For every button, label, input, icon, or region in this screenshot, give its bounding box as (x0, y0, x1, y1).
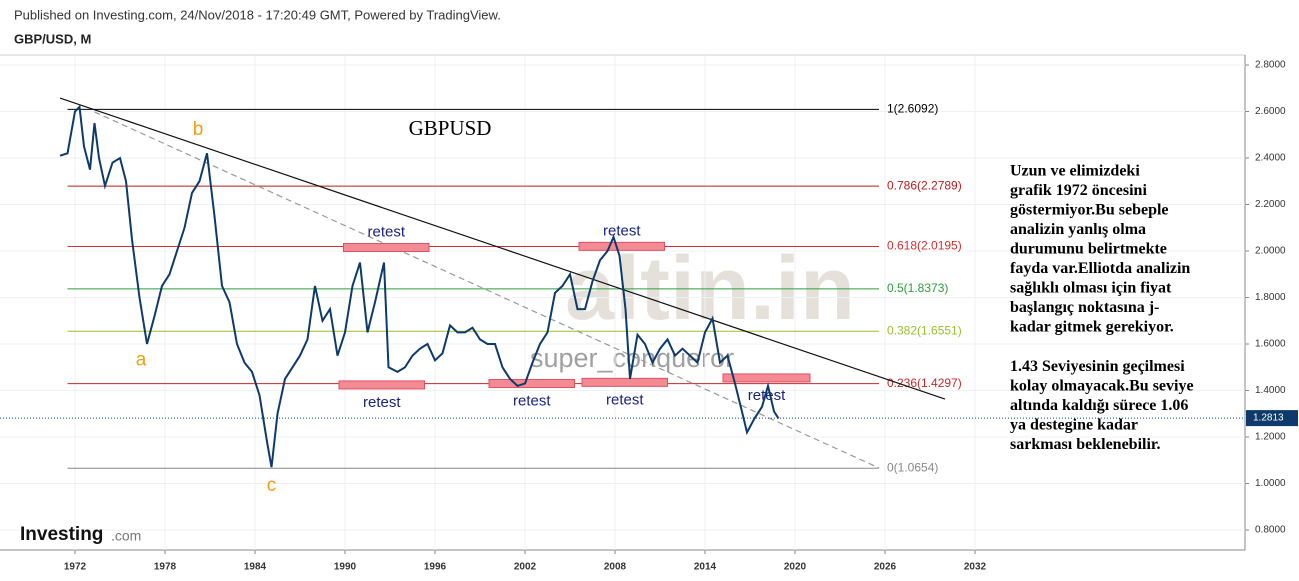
comment-line: fayda var.Elliotda analizin (1010, 260, 1190, 277)
x-tick-label: 1978 (154, 562, 177, 573)
chart-title: GBPUSD (409, 116, 492, 140)
retest-box (722, 373, 811, 383)
x-tick-label: 1990 (334, 562, 357, 573)
x-tick-label: 2020 (784, 562, 807, 573)
y-tick-label: 2.2000 (1255, 199, 1286, 210)
y-tick-label: 1.6000 (1255, 339, 1286, 350)
fib-label: 0.786(2.2789) (887, 178, 962, 192)
retest-label: retest (748, 387, 786, 404)
y-tick-label: 1.0000 (1255, 478, 1286, 489)
fib-label: 0.618(2.0195) (887, 239, 962, 253)
last-price-box (1246, 410, 1298, 427)
comment-line: başlangıç noktasına j- (1010, 299, 1159, 316)
retest-label: retest (367, 223, 405, 240)
fib-label: 1(2.6092) (887, 102, 938, 116)
retest-box (578, 241, 665, 251)
comment-line: durumunu belirtmekte (1010, 241, 1167, 258)
retest-box (338, 380, 425, 390)
retest-box (581, 377, 668, 387)
y-tick-label: 2.6000 (1255, 106, 1286, 117)
retest-box (488, 379, 575, 389)
y-tick-label: 2.4000 (1255, 153, 1286, 164)
logo: Investing .com (20, 524, 141, 545)
fib-label: 0.5(1.8373) (887, 281, 948, 295)
y-tick-label: 1.8000 (1255, 292, 1286, 303)
price-line (59, 104, 780, 468)
fib-label: 0(1.0654) (887, 460, 938, 474)
comment-line: sağlıklı olması için fiyat (1010, 280, 1172, 297)
y-tick-label: 1.4000 (1255, 385, 1286, 396)
retest-label: retest (603, 222, 641, 239)
y-tick-label: 0.8000 (1255, 525, 1286, 536)
comment-line: sarkması beklenebilir. (1010, 436, 1161, 453)
last-price-label: 1.2813 (1253, 413, 1284, 424)
logo-brand: Investing (20, 524, 103, 545)
x-tick-label: 1972 (64, 562, 87, 573)
wave-label: b (193, 119, 204, 140)
x-tick-label: 1996 (424, 562, 447, 573)
comment-line: 1.43 Seviyesinin geçilmesi (1010, 358, 1185, 375)
wave-label: c (267, 475, 277, 496)
comment-line: kadar gitmek gerekiyor. (1010, 319, 1174, 336)
x-tick-label: 2008 (604, 562, 627, 573)
retest-label: retest (513, 392, 551, 409)
comment-line: ya destegine kadar (1010, 417, 1138, 434)
comment-line: grafik 1972 öncesini (1010, 182, 1147, 199)
trendline (59, 97, 946, 400)
y-tick-label: 2.0000 (1255, 246, 1286, 257)
x-tick-label: 2014 (694, 562, 717, 573)
x-tick-label: 2032 (964, 562, 987, 573)
retest-box (343, 243, 430, 253)
y-tick-label: 2.8000 (1255, 60, 1286, 71)
x-tick-label: 1984 (244, 562, 267, 573)
fib-label: 0.382(1.6551) (887, 323, 962, 337)
marks: 0.8000 1.0000 1.2000 1.4000 1.6000 1.8000 2.00… (0, 60, 1298, 573)
wave-label: a (136, 349, 147, 370)
symbol: GBP/USD, M (14, 31, 91, 46)
comment-line: Uzun ve elimizdeki (1010, 163, 1140, 180)
logo-suffix: .com (111, 528, 141, 544)
x-tick-label: 2026 (874, 562, 897, 573)
dashed-line (94, 111, 880, 469)
y-tick-label: 1.2000 (1255, 432, 1286, 443)
comment-line: altında kaldığı sürece 1.06 (1010, 397, 1188, 414)
retest-label: retest (606, 391, 644, 408)
x-tick-label: 2002 (514, 562, 537, 573)
published-note: Published on Investing.com, 24/Nov/2018 … (14, 7, 501, 22)
retest-label: retest (363, 394, 401, 411)
comment-line: analizin yanlış olma (1010, 221, 1146, 238)
comment-line: göstermiyor.Bu sebeple (1010, 202, 1169, 219)
comment-line: kolay olmayacak.Bu seviye (1010, 378, 1194, 395)
